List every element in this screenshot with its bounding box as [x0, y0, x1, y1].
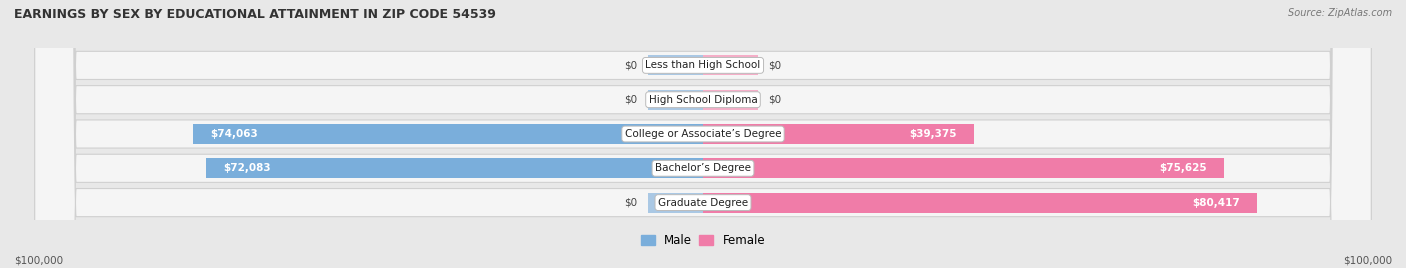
Text: $0: $0: [769, 60, 782, 70]
Bar: [703, 124, 974, 144]
Bar: [648, 193, 703, 213]
FancyBboxPatch shape: [35, 0, 1371, 268]
Text: $80,417: $80,417: [1192, 198, 1240, 208]
Text: Bachelor’s Degree: Bachelor’s Degree: [655, 163, 751, 173]
Bar: [703, 90, 758, 110]
Text: EARNINGS BY SEX BY EDUCATIONAL ATTAINMENT IN ZIP CODE 54539: EARNINGS BY SEX BY EDUCATIONAL ATTAINMEN…: [14, 8, 496, 21]
Bar: [648, 55, 703, 75]
Text: Source: ZipAtlas.com: Source: ZipAtlas.com: [1288, 8, 1392, 18]
Bar: [193, 124, 703, 144]
FancyBboxPatch shape: [35, 0, 1371, 268]
Text: $75,625: $75,625: [1159, 163, 1206, 173]
FancyBboxPatch shape: [35, 0, 1371, 268]
Text: $100,000: $100,000: [14, 255, 63, 265]
FancyBboxPatch shape: [35, 0, 1371, 268]
Text: $100,000: $100,000: [1343, 255, 1392, 265]
Text: $0: $0: [769, 95, 782, 105]
Text: $0: $0: [624, 95, 637, 105]
Legend: Male, Female: Male, Female: [636, 229, 770, 252]
Text: Less than High School: Less than High School: [645, 60, 761, 70]
Text: $0: $0: [624, 198, 637, 208]
Bar: [648, 90, 703, 110]
Text: $72,083: $72,083: [224, 163, 271, 173]
Text: $39,375: $39,375: [910, 129, 957, 139]
Text: $0: $0: [624, 60, 637, 70]
Bar: [703, 55, 758, 75]
Text: College or Associate’s Degree: College or Associate’s Degree: [624, 129, 782, 139]
Text: Graduate Degree: Graduate Degree: [658, 198, 748, 208]
Bar: [703, 193, 1257, 213]
Text: High School Diploma: High School Diploma: [648, 95, 758, 105]
Text: $74,063: $74,063: [209, 129, 257, 139]
Bar: [703, 158, 1225, 178]
FancyBboxPatch shape: [35, 0, 1371, 268]
Bar: [207, 158, 703, 178]
